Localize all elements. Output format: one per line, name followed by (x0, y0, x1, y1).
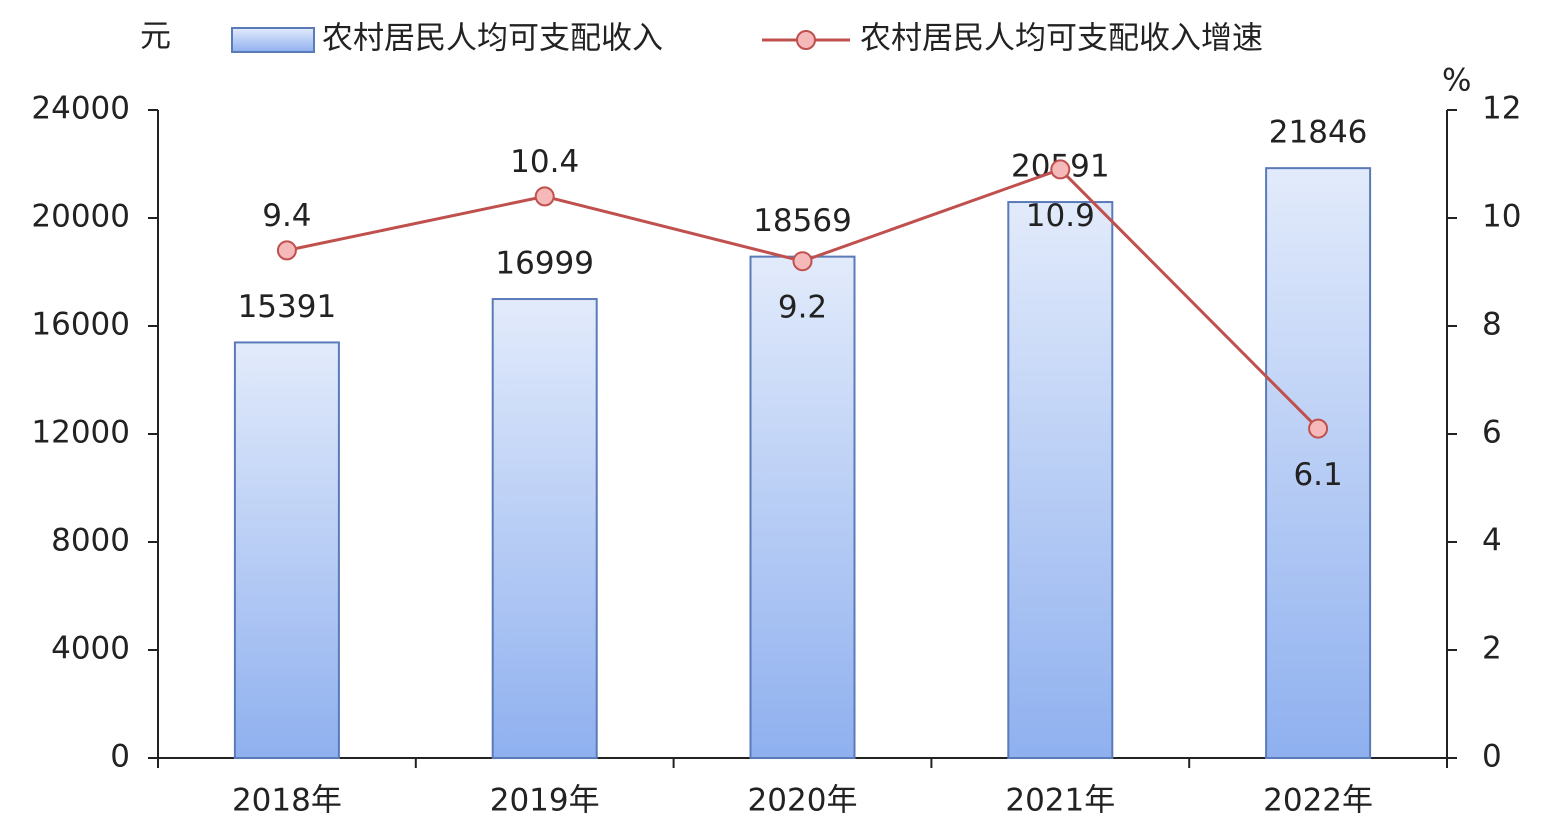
y-tick-label: 16000 (31, 307, 130, 343)
line-marker (792, 251, 813, 272)
line-value-label: 9.2 (778, 290, 827, 326)
y-axis-unit: 元 (140, 19, 171, 55)
x-tick-label: 2022年 (1263, 783, 1373, 819)
x-tick-label: 2019年 (490, 783, 600, 819)
bar (491, 298, 598, 759)
line-value-label: 6.1 (1293, 457, 1342, 493)
bar (1265, 167, 1372, 759)
y2-tick-label: 0 (1482, 739, 1502, 775)
bar (1007, 201, 1114, 759)
y-tick-label: 4000 (51, 631, 130, 667)
legend-bar-swatch (231, 27, 315, 53)
bar-value-label: 21846 (1269, 115, 1368, 151)
bar (749, 255, 856, 759)
line-marker (534, 186, 555, 207)
bar-value-label: 18569 (753, 203, 852, 239)
line-value-label: 9.4 (262, 198, 311, 234)
legend-label: 农村居民人均可支配收入 (322, 21, 663, 57)
bar (233, 341, 340, 759)
legend-label: 农村居民人均可支配收入增速 (860, 21, 1263, 57)
x-tick-label: 2018年 (232, 783, 342, 819)
line-value-label: 10.9 (1026, 198, 1095, 234)
line-marker (276, 240, 297, 261)
y2-tick-label: 10 (1482, 199, 1521, 235)
line-marker (1050, 159, 1071, 180)
bar-value-label: 16999 (495, 246, 594, 282)
y2-tick-label: 6 (1482, 415, 1502, 451)
x-tick-label: 2020年 (748, 783, 858, 819)
y2-tick-label: 8 (1482, 307, 1502, 343)
y-tick-label: 0 (110, 739, 130, 775)
y2-tick-label: 2 (1482, 631, 1502, 667)
y2-axis-unit: % (1442, 63, 1471, 99)
y-tick-label: 12000 (31, 415, 130, 451)
y-tick-label: 20000 (31, 199, 130, 235)
legend-marker (796, 30, 816, 50)
line-value-label: 10.4 (510, 144, 579, 180)
y-tick-label: 8000 (51, 523, 130, 559)
y-tick-label: 24000 (31, 91, 130, 127)
y2-tick-label: 12 (1482, 91, 1521, 127)
y2-tick-label: 4 (1482, 523, 1502, 559)
x-tick-label: 2021年 (1005, 783, 1115, 819)
bar-value-label: 15391 (238, 289, 337, 325)
line-marker (1308, 418, 1329, 439)
